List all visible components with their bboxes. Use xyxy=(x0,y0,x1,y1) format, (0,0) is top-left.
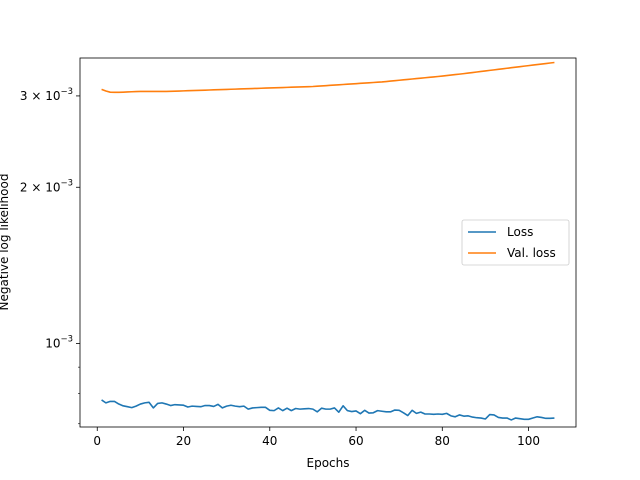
legend: Loss Val. loss xyxy=(461,219,570,266)
legend-label: Loss xyxy=(507,225,533,239)
y-axis: 10−3 2 × 10−3 3 × 10−3 xyxy=(20,87,80,425)
x-axis: 0 20 40 60 80 100 xyxy=(93,427,540,448)
y-tick-label: 2 × 10−3 xyxy=(20,178,73,194)
y-tick-label: 10−3 xyxy=(45,334,73,350)
y-axis-label: Negative log likelihood xyxy=(0,174,11,311)
plot-frame xyxy=(79,57,577,428)
x-tick-label: 60 xyxy=(348,434,363,448)
x-tick-label: 100 xyxy=(517,434,540,448)
series-line-loss xyxy=(101,399,555,421)
series-layer xyxy=(101,61,555,421)
legend-label: Val. loss xyxy=(507,246,556,260)
series-line-val-loss xyxy=(101,61,555,94)
x-tick-label: 0 xyxy=(93,434,101,448)
x-tick-label: 80 xyxy=(435,434,450,448)
x-axis-label: Epochs xyxy=(307,456,350,470)
x-tick-label: 40 xyxy=(262,434,277,448)
y-tick-label: 3 × 10−3 xyxy=(20,87,73,103)
x-tick-label: 20 xyxy=(176,434,191,448)
